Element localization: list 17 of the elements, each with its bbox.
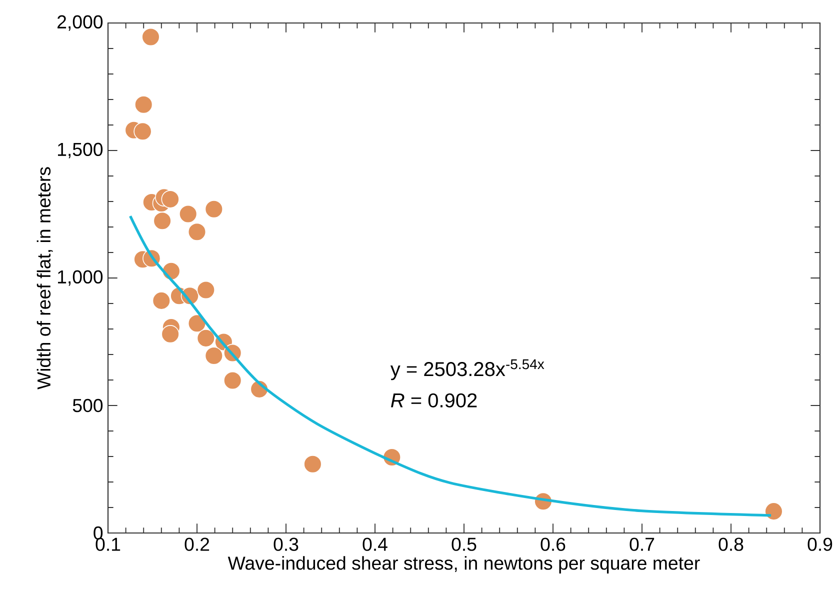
x-tick-label: 0.3 <box>274 538 298 551</box>
y-tick-label: 1,500 <box>58 142 103 158</box>
y-axis-title: Width of reef flat, in meters <box>36 167 53 390</box>
y-tick-label: 2,000 <box>58 15 103 31</box>
x-tick-label: 0.9 <box>808 538 832 551</box>
x-axis-title: Wave-induced shear stress, in newtons per square meter <box>228 556 700 574</box>
x-tick-label: 0.4 <box>362 538 388 551</box>
x-tick-label: 0.8 <box>718 538 744 551</box>
y-tick-label: 500 <box>72 398 103 412</box>
annotation: y = 2503.28x$^{-5.54x}$ <box>390 359 544 380</box>
x-tick-label: 0.1 <box>96 538 120 551</box>
y-tick-label: 1,000 <box>58 270 103 286</box>
annotation: R = 0.902 <box>391 393 477 408</box>
x-tick-label: 0.7 <box>630 538 654 551</box>
x-tick-label: 0.6 <box>540 538 566 551</box>
x-tick-label: 0.2 <box>184 538 210 551</box>
x-tick-label: 0.5 <box>452 538 476 551</box>
